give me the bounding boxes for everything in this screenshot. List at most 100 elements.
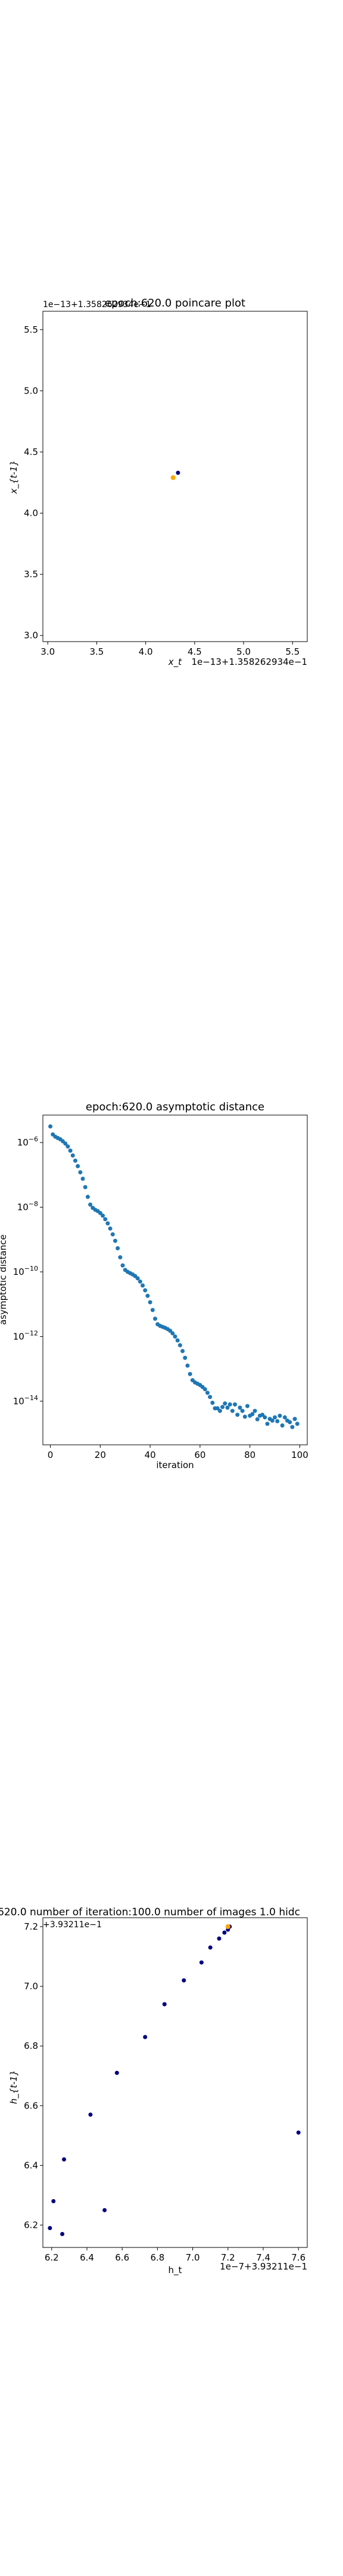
plot2-point (230, 1408, 235, 1413)
plot2-xtick-label: 0 (48, 1450, 54, 1460)
plot1-x-offset: 1e−13+1.358262934e−1 (191, 657, 307, 667)
plot2-point (277, 1413, 282, 1418)
plot2-point (275, 1419, 280, 1423)
poincare-plot: epoch:620.0 poincare plot 1e−13+1.358262… (8, 297, 308, 668)
plot3-point (296, 2130, 301, 2135)
plot2-point (88, 1202, 93, 1207)
plot3-xtick-label: 7.4 (256, 2252, 270, 2263)
plot2-point (290, 1425, 295, 1429)
plot3-point (60, 2231, 65, 2236)
plot2-point (183, 1355, 188, 1360)
plot2-xtick-label: 80 (244, 1450, 255, 1460)
plot2-point (255, 1417, 260, 1422)
plot3-point (217, 1936, 222, 1941)
plot2-point (141, 1283, 145, 1288)
plot2-ytick-label: 10−10 (13, 1265, 38, 1277)
plot3-xtick-label: 7.2 (221, 2252, 235, 2263)
plot2-ytick-label: 10−14 (13, 1394, 38, 1407)
plot1-xtick-label: 3.5 (90, 646, 104, 657)
plot2-point (220, 1405, 225, 1410)
plot2-point (85, 1194, 90, 1199)
plot2-point (227, 1402, 232, 1407)
plot1-ytick-label: 3.5 (24, 569, 38, 580)
plot2-xtick-label: 20 (95, 1450, 106, 1460)
plot2-point (80, 1176, 85, 1181)
plot2-point (168, 1329, 173, 1333)
plot3-y-offset: +3.93211e−1 (43, 1920, 102, 1930)
plot3-point (208, 1945, 213, 1950)
plot2-point (63, 1141, 68, 1146)
plot2-point (292, 1417, 297, 1422)
plot2-point (177, 1343, 182, 1348)
plot1-title: epoch:620.0 poincare plot (105, 297, 245, 309)
plot3-highlight-point (225, 1924, 230, 1930)
plot3-point (143, 2035, 148, 2039)
plot3-xlabel: h_t (169, 2265, 182, 2276)
plot2-axes-frame (42, 1114, 308, 1445)
plot2-xtick-label: 100 (291, 1450, 308, 1460)
plot1-xtick-label: 4.0 (139, 646, 153, 657)
plot2-point (245, 1404, 250, 1408)
plot3-xtick-label: 6.6 (115, 2252, 129, 2263)
plot3-xtick-label: 7.6 (291, 2252, 305, 2263)
plot2-point (150, 1308, 155, 1312)
plot1-xtick-label: 5.0 (236, 646, 251, 657)
plot2-point (223, 1401, 227, 1406)
plot2-point (76, 1164, 80, 1169)
plot1-point (176, 470, 180, 475)
plot2-point (66, 1144, 70, 1149)
plot3-xtick-label: 6.2 (45, 2252, 59, 2263)
plot2-ytick-label: 10−8 (17, 1200, 38, 1213)
plot3-ytick-label: 7.2 (24, 1921, 38, 1932)
plot1-xtick-label: 3.0 (40, 646, 55, 657)
plot1-xlabel: x_t (168, 657, 182, 668)
plot3-xtick-label: 6.8 (150, 2252, 164, 2263)
plot2-point (188, 1371, 192, 1376)
plot3-title-left: 620.0 (0, 1906, 27, 1918)
plot2-point (70, 1153, 75, 1158)
plot2-point (240, 1408, 245, 1413)
plot2-point (135, 1276, 140, 1281)
plot2-point (250, 1411, 255, 1416)
plot2-point (143, 1288, 148, 1293)
plot2-ylabel: asymptotic distance (0, 1234, 8, 1325)
plot2-point (233, 1402, 238, 1407)
plot2-point (208, 1395, 213, 1400)
plot3-point (48, 2225, 52, 2230)
plot2-point (101, 1213, 105, 1218)
plot1-ytick-label: 5.0 (24, 385, 38, 396)
plot2-point (152, 1317, 157, 1321)
plot2-point (173, 1334, 177, 1339)
plot1-ytick-label: 3.0 (24, 630, 38, 641)
plot2-point (282, 1415, 287, 1420)
plot2-point (118, 1255, 123, 1260)
plot2-point (238, 1405, 242, 1410)
plot2-point (68, 1148, 73, 1153)
plot1-ytick-label: 4.0 (24, 508, 38, 519)
asymptotic-distance-plot: epoch:620.0 asymptotic distance 0 20 40 60 8… (0, 1101, 308, 1470)
plot3-point (51, 2199, 56, 2203)
plot1-ytick-label: 5.5 (24, 324, 38, 335)
plot1-ylabel: x_{t-1} (8, 460, 20, 494)
plot3-point (162, 2002, 167, 2007)
plot2-point (180, 1349, 185, 1354)
plot1-y-offset: 1e−13+1.358262934e−1 (43, 300, 151, 309)
plot1-xtick-label: 4.5 (188, 646, 202, 657)
plot3-point (182, 1978, 186, 1983)
plot2-point (263, 1415, 267, 1420)
plot2-point (242, 1414, 247, 1419)
plot2-point (116, 1246, 120, 1250)
plot3-point (114, 2070, 119, 2075)
plot2-point (113, 1239, 117, 1243)
plot2-point (265, 1422, 270, 1426)
plot2-point (202, 1387, 207, 1392)
plot2-point (260, 1413, 265, 1417)
plot2-point (280, 1423, 285, 1428)
plot2-point (288, 1420, 292, 1425)
plot3-title: number of iteration:100.0 number of imag… (30, 1906, 300, 1918)
plot2-point (120, 1263, 125, 1268)
plot2-point (217, 1408, 222, 1413)
plot2-xlabel: iteration (156, 1460, 194, 1470)
plot2-point (210, 1401, 215, 1405)
